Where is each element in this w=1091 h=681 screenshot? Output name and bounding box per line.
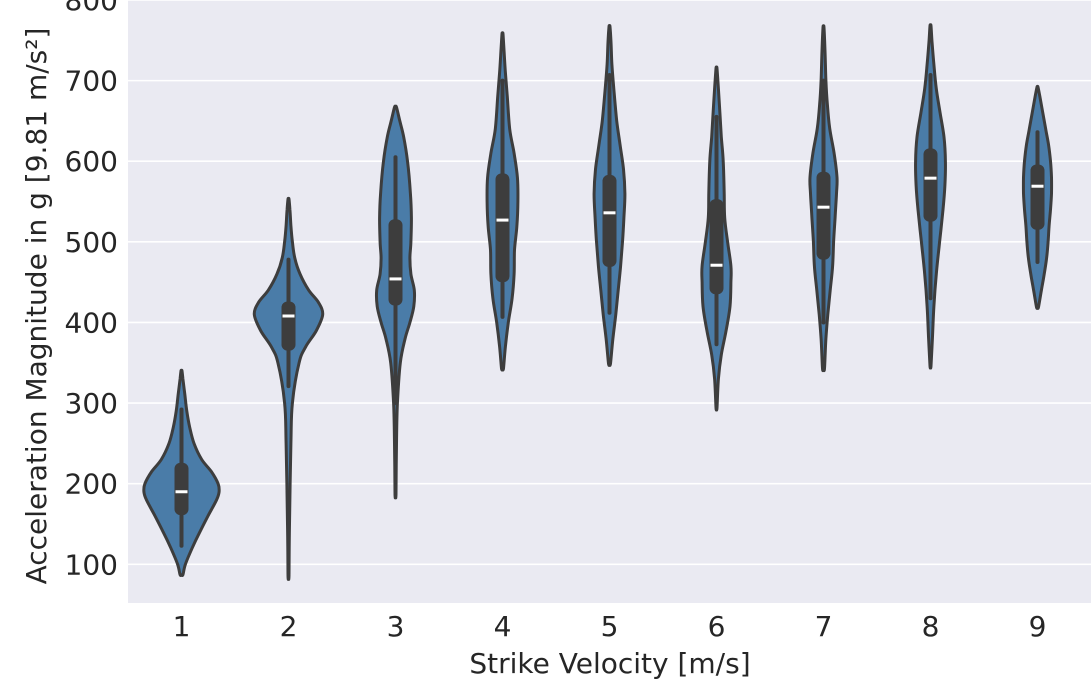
violins [142, 23, 1054, 581]
violin-4 [485, 31, 520, 372]
y-tick-label: 800 [65, 0, 118, 17]
violin-1 [142, 368, 221, 578]
violin-6 [700, 65, 733, 412]
x-tick-label: 3 [387, 610, 405, 643]
iqr-box [281, 301, 296, 351]
iqr-box [1030, 164, 1045, 230]
iqr-box [495, 173, 510, 283]
iqr-box [816, 171, 831, 260]
x-axis-label: Strike Velocity [m/s] [469, 647, 750, 680]
x-tick-label: 5 [601, 610, 619, 643]
y-tick-label: 500 [65, 226, 118, 259]
violin-body [252, 196, 325, 581]
violin-5 [592, 24, 627, 367]
x-tick-label: 1 [173, 610, 191, 643]
violin-7 [808, 24, 839, 373]
iqr-box [602, 174, 617, 267]
x-tick-label: 4 [494, 610, 512, 643]
y-tick-label: 100 [65, 548, 118, 581]
y-tick-label: 600 [65, 145, 118, 178]
violin-9 [1021, 84, 1054, 310]
iqr-box [709, 199, 724, 295]
y-tick-label: 700 [65, 65, 118, 98]
violin-2 [252, 196, 325, 581]
violin-3 [374, 104, 417, 500]
y-tick-labels: 100 200 300 400 500 600 700 800 [65, 0, 118, 581]
x-tick-label: 6 [708, 610, 726, 643]
x-tick-label: 8 [922, 610, 940, 643]
x-tick-label: 2 [280, 610, 298, 643]
x-tick-label: 9 [1029, 610, 1047, 643]
y-tick-label: 300 [65, 387, 118, 420]
iqr-box [174, 462, 189, 516]
iqr-box [923, 148, 938, 222]
y-tick-label: 200 [65, 468, 118, 501]
y-axis-label: Acceleration Magnitude in g [9.81 m/s²] [20, 28, 53, 585]
y-tick-label: 400 [65, 306, 118, 339]
x-tick-labels: 1 2 3 4 5 6 7 8 9 [173, 610, 1047, 643]
violin-8 [914, 23, 947, 370]
x-tick-label: 7 [815, 610, 833, 643]
iqr-box [388, 219, 403, 306]
